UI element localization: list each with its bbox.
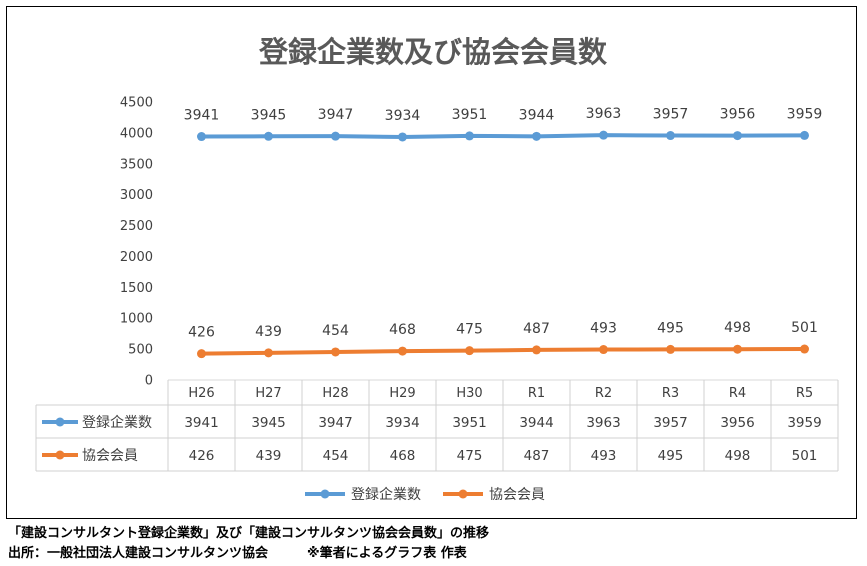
table-cell: 3956 bbox=[720, 415, 754, 431]
data-point bbox=[465, 346, 474, 356]
y-tick-label: 1500 bbox=[120, 281, 153, 296]
table-cell: 501 bbox=[792, 448, 818, 464]
legend-label: 協会会員 bbox=[489, 487, 545, 503]
data-label: 3945 bbox=[251, 107, 287, 123]
data-label: 495 bbox=[657, 320, 684, 336]
x-tick-label: R4 bbox=[729, 386, 746, 401]
caption-source: 出所：一般社団法人建設コンサルタンツ協会 ※筆者によるグラフ表 作表 bbox=[8, 546, 467, 561]
table-cell: 3941 bbox=[184, 415, 218, 431]
table-cell: 495 bbox=[658, 448, 684, 464]
x-tick-label: H30 bbox=[456, 386, 482, 401]
data-label: 3941 bbox=[184, 108, 220, 124]
table-cell: 3945 bbox=[251, 415, 285, 431]
data-label: 3963 bbox=[586, 106, 622, 122]
data-label: 501 bbox=[791, 320, 818, 336]
data-label: 3944 bbox=[519, 107, 555, 123]
data-point bbox=[398, 346, 407, 356]
data-label: 3957 bbox=[653, 107, 689, 123]
data-point bbox=[666, 131, 675, 141]
table-cell: 3957 bbox=[653, 415, 687, 431]
table-cell: 498 bbox=[725, 448, 751, 464]
data-label: 3956 bbox=[720, 107, 756, 123]
data-point bbox=[733, 344, 742, 354]
data-point bbox=[264, 131, 273, 141]
table-cell: 3959 bbox=[787, 415, 821, 431]
table-cell: 3963 bbox=[586, 415, 620, 431]
series-line bbox=[199, 133, 807, 139]
table-cell: 487 bbox=[524, 448, 550, 464]
y-tick-label: 2000 bbox=[120, 250, 153, 265]
x-tick-label: R5 bbox=[796, 386, 813, 401]
data-point bbox=[800, 344, 809, 354]
data-point bbox=[599, 345, 608, 355]
y-tick-label: 2500 bbox=[120, 219, 153, 234]
data-point bbox=[264, 348, 273, 358]
table-cell: 3951 bbox=[452, 415, 486, 431]
data-point bbox=[666, 344, 675, 354]
x-tick-label: H28 bbox=[322, 386, 348, 401]
data-point bbox=[331, 131, 340, 141]
x-tick-label: H29 bbox=[389, 386, 415, 401]
data-point bbox=[398, 132, 407, 142]
x-tick-label: H26 bbox=[188, 386, 214, 401]
data-label: 454 bbox=[322, 323, 349, 339]
data-point bbox=[599, 130, 608, 140]
table-cell: 426 bbox=[189, 448, 215, 464]
y-tick-label: 1000 bbox=[120, 312, 153, 327]
data-label: 3959 bbox=[787, 106, 823, 122]
table-cell: 3947 bbox=[318, 415, 352, 431]
x-tick-label: R2 bbox=[595, 386, 612, 401]
caption-title: 「建設コンサルタント登録企業数」及び「建設コンサルタンツ協会会員数」の推移 bbox=[8, 526, 490, 541]
data-point bbox=[331, 347, 340, 357]
table-row-label: 協会会員 bbox=[82, 448, 138, 464]
chart-frame bbox=[6, 6, 857, 519]
data-label: 493 bbox=[590, 321, 617, 337]
data-label: 3947 bbox=[318, 107, 354, 123]
table-cell: 475 bbox=[457, 448, 483, 464]
y-tick-label: 4500 bbox=[120, 96, 153, 111]
table-legend-marker bbox=[55, 417, 65, 427]
data-label: 498 bbox=[724, 320, 751, 336]
data-label: 468 bbox=[389, 322, 416, 338]
y-tick-label: 4000 bbox=[120, 126, 153, 141]
table-cell: 3934 bbox=[385, 415, 419, 431]
y-tick-label: 0 bbox=[145, 374, 153, 389]
table-cell: 468 bbox=[390, 448, 416, 464]
legend-label: 登録企業数 bbox=[351, 486, 421, 503]
data-label: 3951 bbox=[452, 107, 488, 123]
table-cell: 454 bbox=[323, 448, 349, 464]
y-tick-label: 3500 bbox=[120, 157, 153, 172]
data-label: 475 bbox=[456, 322, 483, 338]
chart-title: 登録企業数及び協会会員数 bbox=[258, 35, 608, 69]
table-cell: 493 bbox=[591, 448, 617, 464]
y-tick-label: 3000 bbox=[120, 188, 153, 203]
legend-marker bbox=[458, 489, 468, 499]
chart: 登録企業数及び協会会員数 0 500 1000 1500 2000 2500 3000 3500… bbox=[35, 35, 839, 503]
data-label: 3934 bbox=[385, 108, 421, 124]
data-point bbox=[197, 132, 206, 142]
data-point bbox=[465, 131, 474, 141]
series-line bbox=[199, 347, 807, 356]
legend-marker bbox=[320, 489, 330, 499]
x-tick-label: H27 bbox=[255, 386, 281, 401]
y-tick-label: 500 bbox=[128, 343, 153, 358]
table-row-label: 登録企業数 bbox=[82, 414, 152, 431]
data-point bbox=[800, 130, 809, 140]
data-point bbox=[197, 349, 206, 359]
data-point bbox=[733, 131, 742, 141]
data-point bbox=[532, 131, 541, 141]
x-tick-label: R3 bbox=[662, 386, 679, 401]
table-legend-marker bbox=[55, 450, 65, 460]
data-label: 426 bbox=[188, 325, 215, 341]
data-point bbox=[532, 345, 541, 355]
data-label: 439 bbox=[255, 324, 282, 340]
table-cell: 3944 bbox=[519, 415, 553, 431]
x-tick-label: R1 bbox=[528, 386, 545, 401]
table-cell: 439 bbox=[256, 448, 282, 464]
data-label: 487 bbox=[523, 321, 550, 337]
